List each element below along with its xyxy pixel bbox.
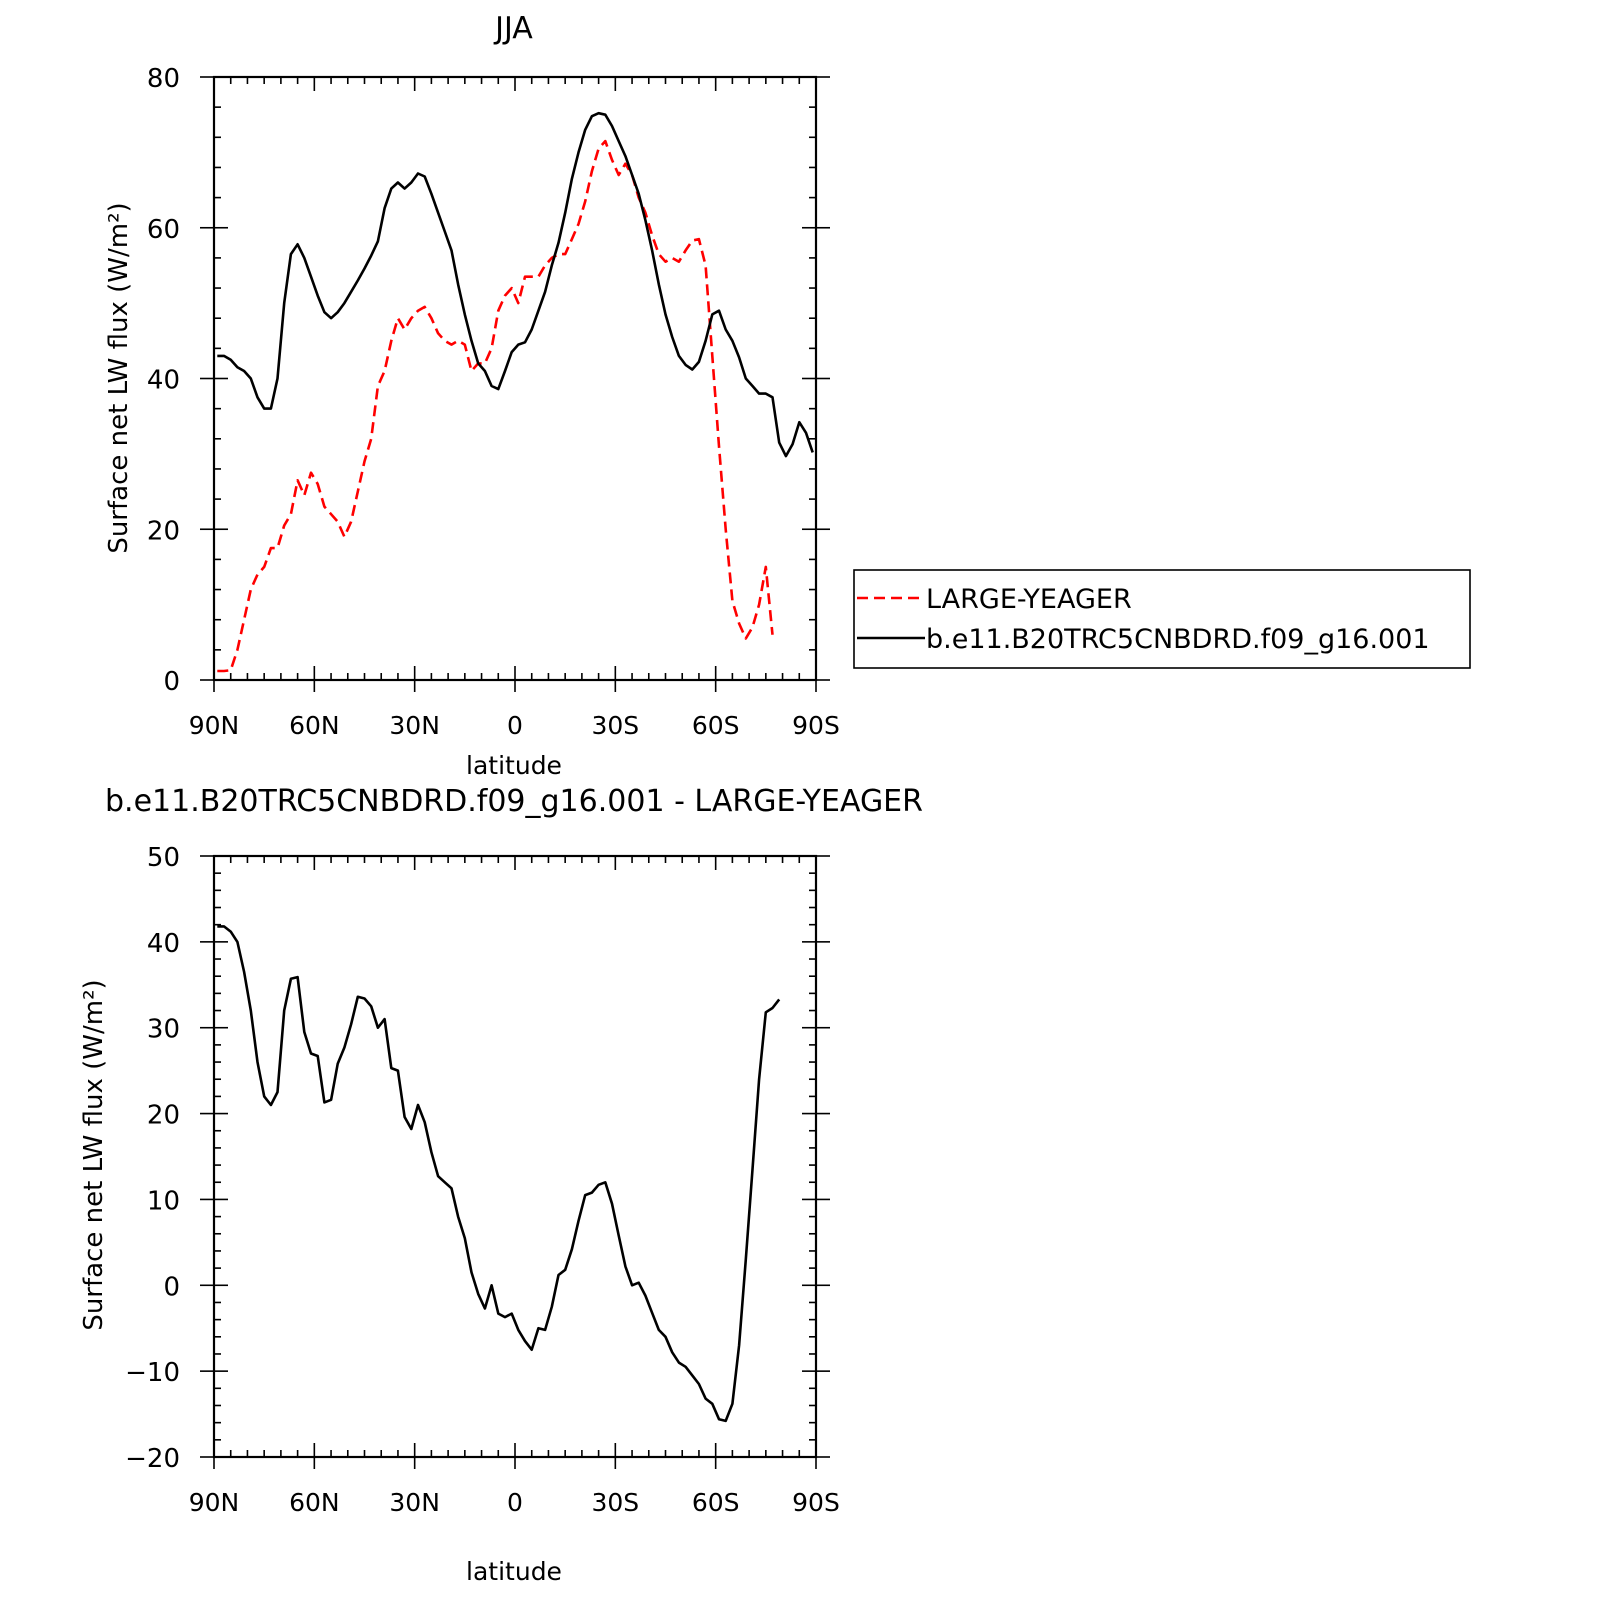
y-tick-label: 40	[147, 366, 180, 396]
legend-box	[853, 569, 1471, 669]
top-plot-area: 90N 60N 30N 0 30S 60S 90S 0 20 40 60 80	[147, 64, 840, 740]
x-tick-label: 30S	[591, 1488, 639, 1517]
x-tick-label: 90S	[792, 1488, 840, 1517]
y-tick-label: 30	[147, 1015, 180, 1045]
y-tick-label: −10	[125, 1358, 180, 1388]
y-tick-label: 0	[163, 1272, 180, 1302]
x-tick-label: 30S	[591, 711, 639, 740]
x-tick-label: 0	[507, 711, 523, 740]
x-tick-label: 60N	[289, 711, 340, 740]
series-line-b-e11-b20trc5cnbdrd-f09-g16-001	[217, 111, 814, 458]
x-tick-label: 30N	[389, 711, 440, 740]
x-tick-label: 60S	[692, 711, 740, 740]
series-line-difference	[217, 925, 781, 1423]
top-x-axis-label: latitude	[466, 751, 562, 780]
y-tick-label: 20	[147, 1101, 180, 1131]
x-tick-label: 30N	[389, 1488, 440, 1517]
y-tick-label: −20	[125, 1444, 180, 1474]
legend-label-b-e11: b.e11.B20TRC5CNBDRD.f09_g16.001	[926, 624, 1430, 655]
y-tick-label: 50	[147, 843, 180, 873]
y-tick-label: 20	[147, 516, 180, 546]
x-tick-label: 60S	[692, 1488, 740, 1517]
x-tick-label: 0	[507, 1488, 523, 1517]
y-tick-label: 40	[147, 929, 180, 959]
x-tick-label: 90N	[189, 711, 240, 740]
top-panel: JJA 90N 60N 30N 0 30S 60S 90S 0 20 40 60 80 latitud…	[104, 11, 840, 780]
legend-label-large-yeager: LARGE-YEAGER	[926, 584, 1132, 615]
legend: LARGE-YEAGER b.e11.B20TRC5CNBDRD.f09_g16…	[853, 569, 1471, 669]
bottom-plot-area: 90N 60N 30N 0 30S 60S 90S −20 −10 0 10 20 30 40 50	[125, 843, 840, 1517]
y-tick-label: 80	[147, 64, 180, 94]
bottom-y-axis-label: Surface net LW flux (W/m²)	[79, 979, 109, 1330]
bottom-panel-title: b.e11.B20TRC5CNBDRD.f09_g16.001 - LARGE-…	[105, 784, 923, 819]
x-tick-label: 90S	[792, 711, 840, 740]
plot-frame	[212, 75, 818, 682]
x-tick-label: 60N	[289, 1488, 340, 1517]
top-panel-title: JJA	[493, 11, 533, 46]
x-tick-label: 90N	[189, 1488, 240, 1517]
top-y-axis-label: Surface net LW flux (W/m²)	[104, 202, 134, 553]
y-tick-label: 10	[147, 1186, 180, 1216]
y-tick-label: 0	[163, 667, 180, 697]
bottom-panel: b.e11.B20TRC5CNBDRD.f09_g16.001 - LARGE-…	[79, 784, 923, 1586]
y-tick-label: 60	[147, 215, 180, 245]
series-line-large-yeager	[217, 139, 774, 673]
bottom-x-axis-label: latitude	[466, 1557, 562, 1586]
plot-frame	[212, 854, 818, 1459]
